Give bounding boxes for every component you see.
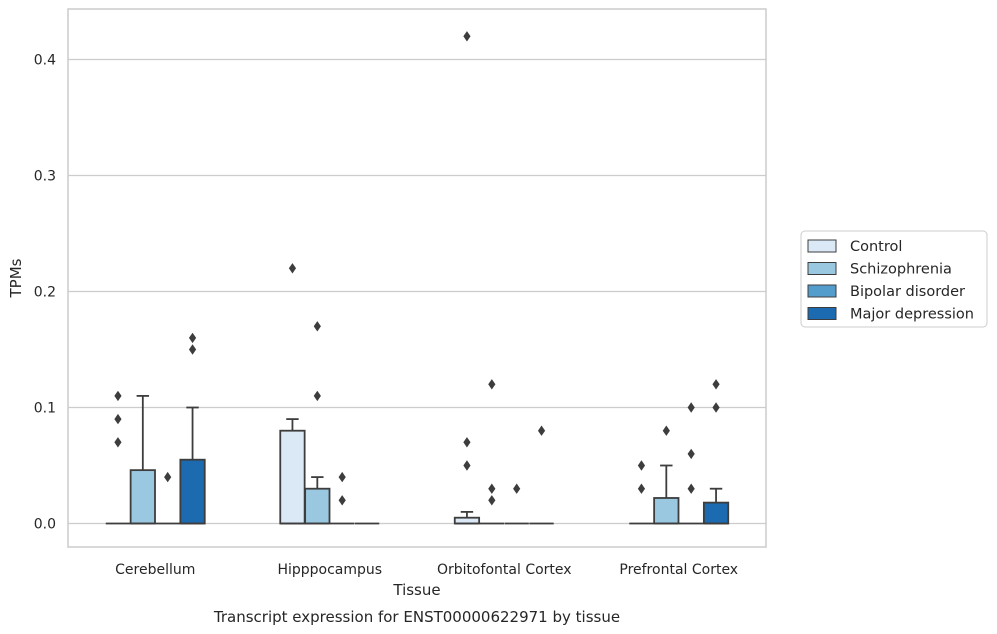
box-bipolar-disorder: [504, 483, 529, 525]
outlier-point: [488, 379, 496, 390]
x-ticks: Cerebellum Hipppocampus Orbitofontal Corte…: [115, 562, 738, 578]
outlier-point: [712, 379, 720, 390]
outlier-point: [164, 471, 172, 483]
legend-label: Control: [850, 239, 902, 255]
legend-swatch: [807, 307, 837, 320]
outlier-point: [687, 402, 695, 413]
y-tick-label: 0.4: [34, 53, 56, 69]
box-bipolar-disorder: [155, 471, 180, 525]
box-control: [279, 263, 306, 525]
box-control: [105, 390, 131, 525]
outlier-point: [513, 483, 521, 494]
box-schizophrenia: [129, 394, 156, 525]
box: [279, 429, 306, 525]
x-axis-label: Tissue: [392, 581, 440, 599]
box-schizophrenia: [479, 379, 505, 525]
outlier-point: [662, 425, 670, 436]
figure-caption: Transcript expression for ENST0000062297…: [213, 608, 620, 626]
outlier-point: [687, 448, 695, 460]
x-tick-label: Orbitofontal Cortex: [437, 562, 572, 578]
plot-area: [105, 31, 730, 525]
y-tick-label: 0.1: [34, 401, 56, 417]
box-schizophrenia: [653, 425, 680, 525]
outlier-point: [114, 437, 122, 448]
legend: Control Schizophrenia Bipolar disorder Majo…: [800, 230, 988, 328]
outlier-point: [463, 437, 471, 448]
outlier-point: [188, 332, 197, 344]
outlier-point: [188, 344, 197, 355]
outlier-point: [313, 321, 321, 332]
outlier-point: [463, 460, 471, 471]
box-major-depression: [179, 332, 206, 525]
box: [702, 501, 730, 525]
box-control: [629, 460, 654, 525]
box: [304, 487, 331, 525]
legend-swatch: [807, 239, 837, 253]
legend-label: Schizophrenia: [850, 262, 952, 278]
box-bipolar-disorder: [329, 471, 355, 525]
outlier-point: [687, 483, 695, 494]
legend-label: Major depression: [850, 307, 974, 323]
outlier-point: [712, 402, 720, 413]
legend-swatch: [807, 262, 837, 275]
gridlines: [68, 58, 766, 525]
y-tick-label: 0.2: [34, 285, 56, 301]
plot-frame: [67, 8, 767, 548]
y-tick-label: 0.3: [34, 169, 56, 185]
box-control: [453, 31, 481, 525]
box-major-depression: [529, 425, 554, 525]
y-axis-label: TPMs: [7, 258, 25, 298]
legend-label: Bipolar disorder: [850, 284, 965, 300]
y-ticks: 0.0 0.1 0.2 0.3 0.4: [34, 53, 56, 533]
x-tick-label: Hipppocampus: [277, 562, 382, 578]
outlier-point: [488, 495, 496, 506]
outlier-point: [537, 425, 546, 436]
outlier-point: [637, 460, 646, 471]
outlier-point: [488, 483, 496, 494]
outlier-point: [288, 263, 297, 274]
y-tick-label: 0.0: [34, 517, 56, 533]
box: [653, 497, 680, 525]
outlier-point: [637, 483, 646, 494]
box: [179, 458, 206, 525]
outlier-point: [114, 390, 122, 402]
x-tick-label: Prefrontal Cortex: [619, 562, 738, 578]
outlier-point: [463, 31, 471, 42]
legend-frame: [800, 230, 988, 328]
box: [129, 469, 156, 525]
x-tick-label: Cerebellum: [115, 562, 195, 578]
box-bipolar-disorder: [678, 402, 704, 525]
outlier-point: [114, 413, 122, 425]
outlier-point: [313, 390, 321, 402]
outlier-point: [338, 495, 346, 506]
outlier-point: [338, 471, 346, 483]
box-major-depression: [702, 379, 730, 525]
box-schizophrenia: [304, 321, 331, 525]
legend-swatch: [807, 284, 837, 298]
